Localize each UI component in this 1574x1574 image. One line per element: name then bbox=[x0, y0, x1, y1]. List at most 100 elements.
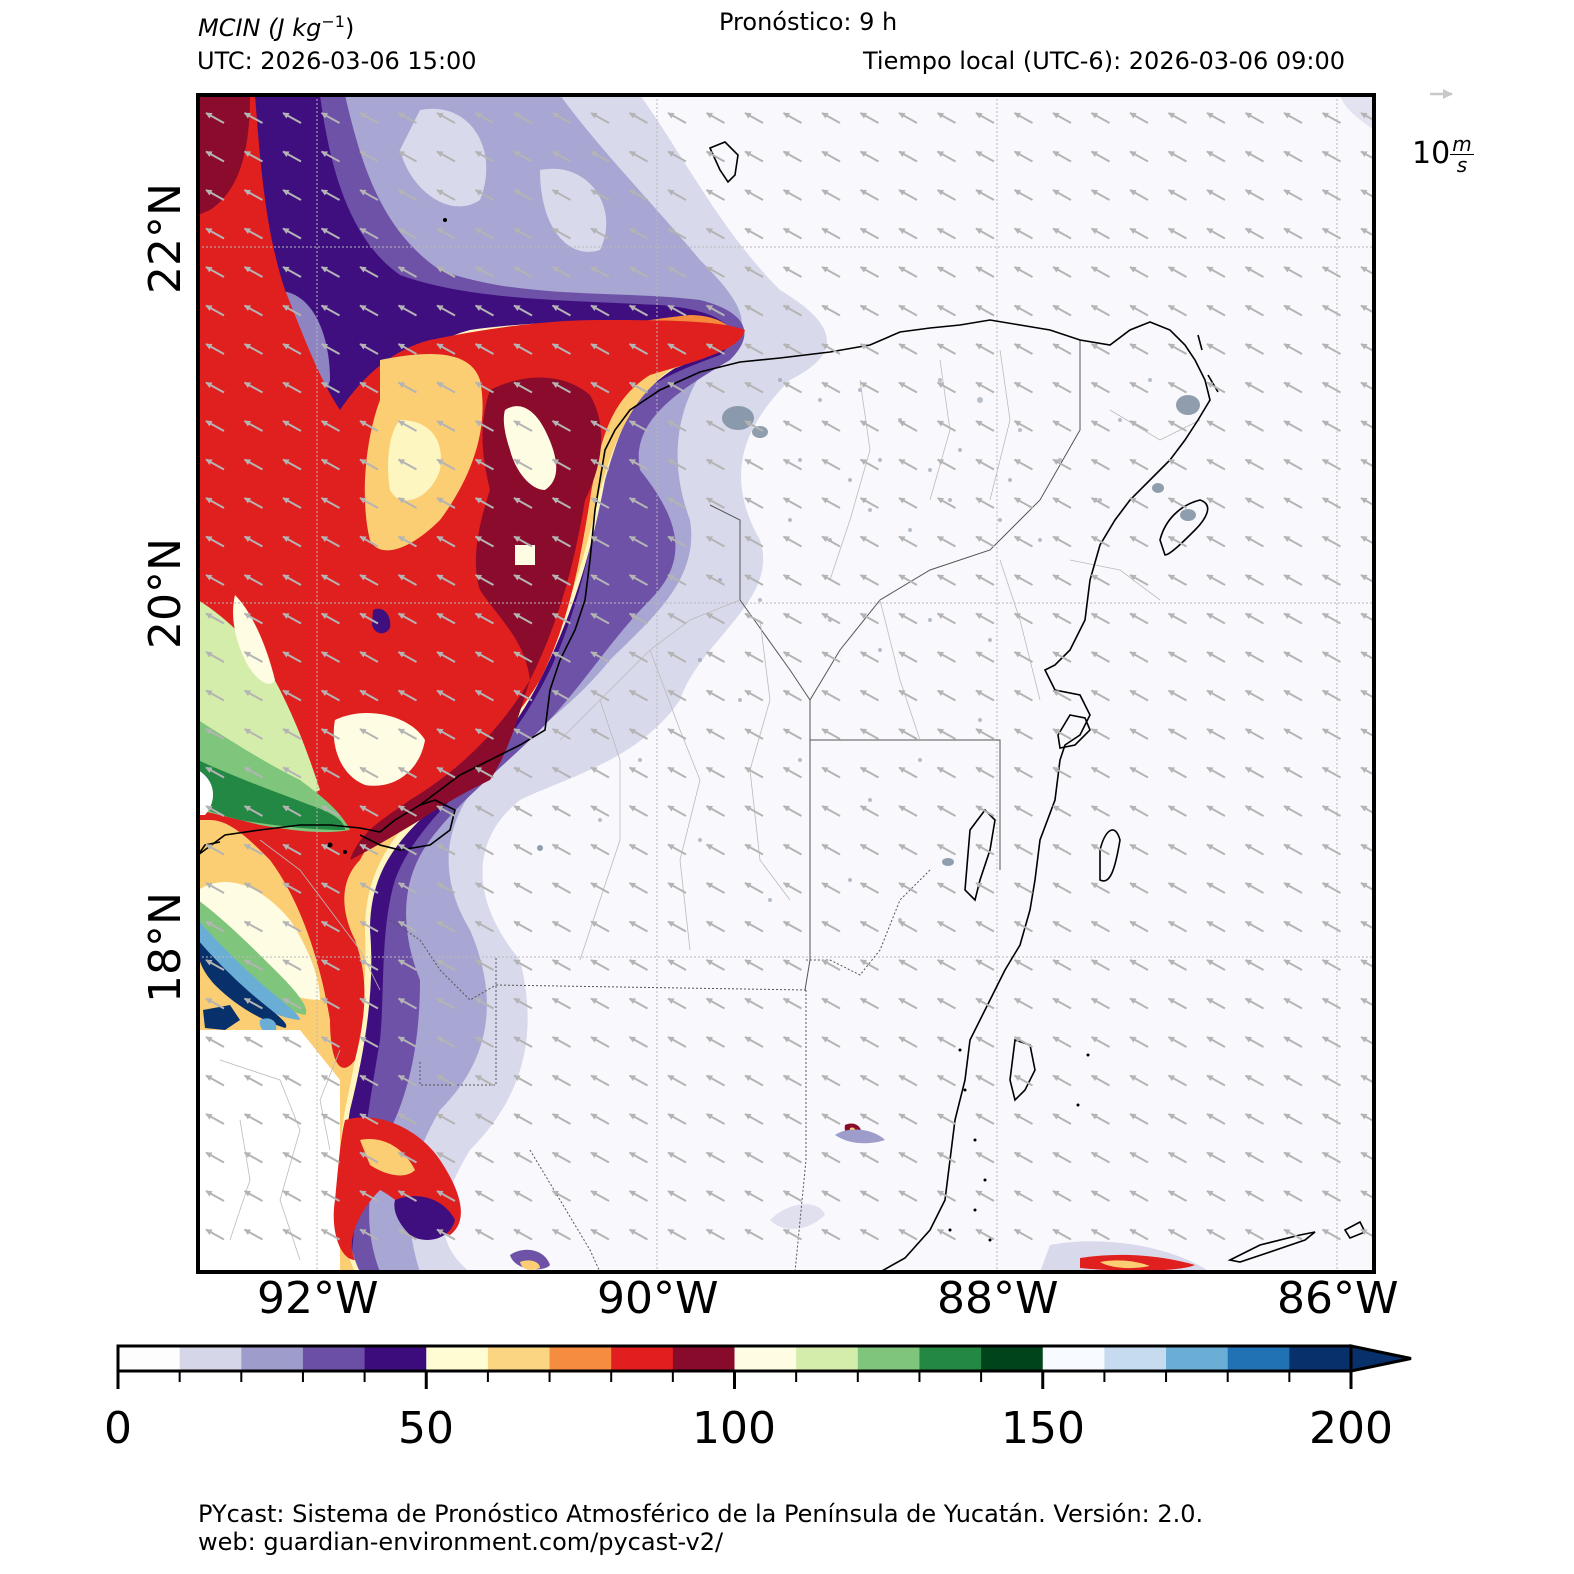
wind-vector bbox=[782, 112, 802, 124]
wind-vector bbox=[1206, 689, 1226, 702]
wind-vector bbox=[551, 766, 571, 779]
wind-vector bbox=[397, 227, 417, 240]
wind-vector bbox=[975, 882, 995, 894]
wind-vector bbox=[936, 1113, 956, 1125]
wind-vector bbox=[590, 1074, 610, 1087]
wind-vector bbox=[705, 381, 725, 394]
wind-vector bbox=[474, 381, 494, 394]
wind-vector bbox=[513, 381, 533, 394]
wind-vector bbox=[359, 1190, 379, 1202]
wind-vector bbox=[1360, 420, 1374, 430]
wind-vector bbox=[1206, 1190, 1226, 1202]
colorbar-segment bbox=[981, 1346, 1044, 1371]
wind-vector bbox=[782, 766, 802, 779]
wind-vector bbox=[1244, 689, 1264, 702]
wind-vector bbox=[859, 920, 879, 933]
wind-vector bbox=[320, 882, 340, 894]
wind-vector bbox=[474, 112, 494, 124]
wind-vector bbox=[859, 959, 879, 971]
wind-vector bbox=[397, 574, 417, 586]
wind-vector bbox=[551, 1036, 571, 1048]
wind-vector bbox=[859, 997, 879, 1010]
wind-vector bbox=[1360, 843, 1374, 853]
wind-vector bbox=[1090, 651, 1110, 663]
wind-vector bbox=[590, 535, 610, 548]
wind-vector bbox=[975, 1036, 995, 1048]
wind-vector bbox=[359, 882, 379, 894]
wind-vector bbox=[1052, 420, 1072, 432]
wind-vector bbox=[1013, 1190, 1033, 1202]
wind-vector bbox=[1321, 920, 1341, 933]
wind-vector bbox=[1167, 1036, 1187, 1048]
wind-vector bbox=[667, 766, 687, 779]
wind-vector bbox=[590, 112, 610, 124]
wind-vector bbox=[436, 343, 456, 355]
wind-vector bbox=[1283, 420, 1303, 432]
wind-vector bbox=[320, 1036, 340, 1048]
wind-vector bbox=[744, 189, 764, 201]
wind-vector bbox=[936, 1151, 956, 1164]
wind-vector bbox=[359, 651, 379, 663]
wind-vector bbox=[1052, 458, 1072, 471]
wind-vector bbox=[359, 535, 379, 548]
wind-vector bbox=[1244, 112, 1264, 124]
wind-vector bbox=[474, 574, 494, 586]
wind-vector bbox=[513, 882, 533, 894]
wind-vector bbox=[1244, 1074, 1264, 1087]
wind-vector bbox=[1321, 766, 1341, 779]
wind-vector bbox=[320, 1113, 340, 1125]
wind-vector bbox=[282, 189, 302, 201]
wind-vector bbox=[1129, 959, 1149, 971]
wind-vector bbox=[1321, 381, 1341, 394]
wind-vector bbox=[782, 843, 802, 856]
wind-vector bbox=[1360, 1228, 1374, 1238]
wind-vector bbox=[320, 497, 340, 509]
wind-vector bbox=[705, 535, 725, 548]
wind-vector bbox=[744, 381, 764, 394]
wind-vector bbox=[705, 1113, 725, 1125]
wind-vector bbox=[1052, 266, 1072, 278]
wind-vector bbox=[243, 420, 263, 432]
wind-vector bbox=[590, 304, 610, 317]
wind-vector bbox=[1283, 805, 1303, 817]
wind-vector bbox=[1167, 343, 1187, 355]
wind-vector bbox=[744, 266, 764, 278]
wind-vector bbox=[474, 304, 494, 317]
wind-vector bbox=[667, 458, 687, 471]
wind-vector bbox=[1129, 612, 1149, 625]
wind-vector bbox=[513, 920, 533, 933]
wind-vector bbox=[1013, 112, 1033, 124]
wind-vector bbox=[1244, 1151, 1264, 1164]
wind-vector bbox=[628, 1228, 648, 1241]
wind-vector bbox=[474, 997, 494, 1010]
wind-vector bbox=[551, 959, 571, 971]
state-borders bbox=[389, 340, 1081, 1272]
wind-vector bbox=[1090, 843, 1110, 856]
wind-vector bbox=[898, 651, 918, 663]
wind-vector bbox=[936, 805, 956, 817]
lat-tick-18n: 18°N bbox=[140, 892, 191, 1003]
wind-vector bbox=[1167, 420, 1187, 432]
wind-vector bbox=[1013, 458, 1033, 471]
wind-vector bbox=[436, 612, 456, 625]
wind-vector bbox=[397, 843, 417, 856]
wind-vector bbox=[628, 805, 648, 817]
wind-vector bbox=[551, 189, 571, 201]
wind-vector bbox=[590, 1113, 610, 1125]
wind-vector bbox=[1052, 227, 1072, 240]
wind-vector bbox=[397, 381, 417, 394]
wind-vector bbox=[1052, 1113, 1072, 1125]
wind-vector bbox=[590, 381, 610, 394]
wind-vector bbox=[1206, 266, 1226, 278]
wind-vector bbox=[782, 497, 802, 509]
wind-vector bbox=[628, 1036, 648, 1048]
wind-vector bbox=[1206, 420, 1226, 432]
wind-vector bbox=[782, 651, 802, 663]
wind-vector bbox=[975, 843, 995, 856]
wind-vector bbox=[359, 1113, 379, 1125]
wind-vector bbox=[282, 1228, 302, 1241]
wind-vector bbox=[1090, 1074, 1110, 1087]
wind-vector bbox=[1321, 1036, 1341, 1048]
wind-vector bbox=[859, 266, 879, 278]
wind-vector bbox=[205, 458, 225, 471]
